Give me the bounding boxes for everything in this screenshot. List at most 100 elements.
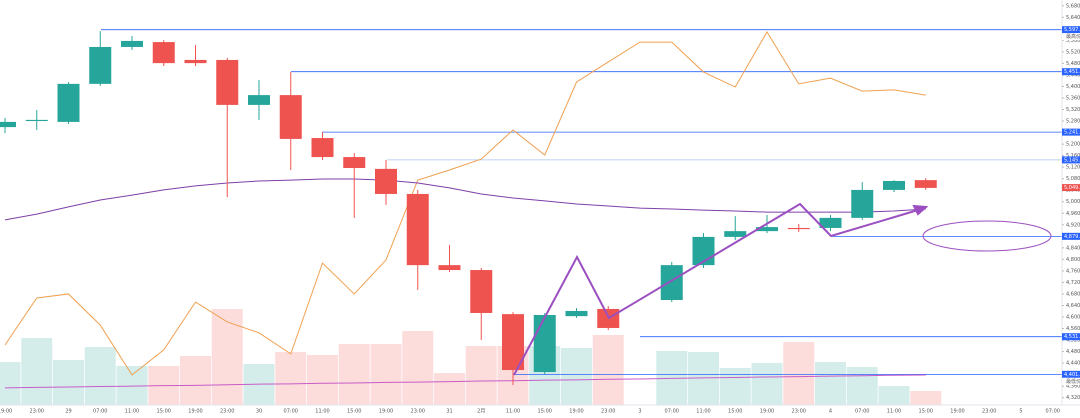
x-tick-label: 11:00 bbox=[315, 409, 329, 415]
candle-body bbox=[57, 83, 80, 122]
lines-layer bbox=[4, 31, 926, 389]
x-tick-label: 23:00 bbox=[792, 409, 806, 415]
candle-body bbox=[470, 270, 493, 313]
volume-bar bbox=[180, 356, 211, 405]
volume-bar bbox=[592, 335, 624, 405]
volume-bar bbox=[561, 348, 592, 405]
candle-body bbox=[502, 314, 524, 371]
price-box bbox=[1062, 68, 1080, 76]
indicator-line bbox=[4, 374, 926, 389]
candle-body bbox=[819, 217, 842, 228]
price-box-label: 4,531.66 bbox=[1064, 334, 1080, 340]
volume-bar bbox=[21, 338, 53, 405]
x-tick-label: 19:00 bbox=[0, 409, 12, 415]
volume-bar bbox=[783, 342, 815, 405]
y-tick-label: 5,520.00 bbox=[1066, 49, 1080, 55]
candle-body bbox=[883, 180, 905, 190]
price-note: 最低价 bbox=[1066, 378, 1080, 385]
x-tick-label: 29 bbox=[65, 409, 71, 415]
volume-bar bbox=[465, 346, 497, 405]
y-tick-label: 4,800.00 bbox=[1066, 257, 1080, 263]
x-tick-label: 23:00 bbox=[220, 409, 234, 415]
last-price-label: 5,049.17 bbox=[1064, 185, 1080, 191]
x-tick-label: 11:00 bbox=[506, 409, 520, 415]
volume-bar bbox=[370, 344, 402, 405]
indicator-line bbox=[4, 178, 926, 221]
x-tick-label: 11:00 bbox=[696, 409, 710, 415]
x-tick-label: 23:00 bbox=[982, 409, 996, 415]
x-tick-label: 19:00 bbox=[188, 409, 202, 415]
candles-layer bbox=[0, 31, 937, 386]
x-tick-label: 19:00 bbox=[569, 409, 583, 415]
y-tick-label: 4,960.00 bbox=[1066, 211, 1080, 217]
x-tick-label: 11:00 bbox=[125, 409, 139, 415]
candle-body bbox=[25, 119, 48, 122]
x-tick-label: 23:00 bbox=[30, 409, 44, 415]
note-box bbox=[1062, 33, 1080, 41]
y-tick-label: 4,720.00 bbox=[1066, 280, 1080, 286]
y-tick-label: 4,680.00 bbox=[1066, 291, 1080, 297]
y-tick-label: 4,840.00 bbox=[1066, 245, 1080, 251]
levels-layer bbox=[101, 29, 1062, 375]
y-tick-label: 5,400.00 bbox=[1066, 84, 1080, 90]
indicator-line bbox=[4, 31, 926, 376]
volume-bar bbox=[910, 391, 942, 405]
price-box-label: 5,241.56 bbox=[1064, 130, 1080, 136]
candle-body bbox=[184, 59, 207, 64]
x-tick-label: 07:00 bbox=[1046, 409, 1060, 415]
volume-bar bbox=[0, 362, 21, 405]
y-tick-label: 5,200.00 bbox=[1066, 142, 1080, 148]
candle-body bbox=[0, 121, 16, 128]
x-tick-label: 07:00 bbox=[855, 409, 869, 415]
y-tick-label: 5,560.00 bbox=[1066, 38, 1080, 44]
x-tick-label: 07:00 bbox=[284, 409, 298, 415]
y-tick-label: 5,080.00 bbox=[1066, 176, 1080, 182]
candle-body bbox=[724, 231, 747, 237]
x-tick-label: 3 bbox=[638, 409, 641, 415]
price-box-label: 4,879.91 bbox=[1064, 234, 1080, 240]
y-tick-label: 4,480.00 bbox=[1066, 349, 1080, 355]
y-tick-label: 5,280.00 bbox=[1066, 119, 1080, 125]
price-box bbox=[1062, 26, 1080, 34]
price-box-label: 4,401.09 bbox=[1064, 372, 1080, 378]
x-tick-label: 15:00 bbox=[538, 409, 552, 415]
price-box-label: 5,451.23 bbox=[1064, 69, 1080, 75]
volume-layer bbox=[0, 309, 942, 405]
x-tick-label: 07:00 bbox=[665, 409, 679, 415]
arrow-head bbox=[912, 204, 929, 216]
volume-bar bbox=[846, 367, 878, 405]
y-tick-label: 5,680.00 bbox=[1066, 3, 1080, 9]
price-box bbox=[1062, 333, 1080, 341]
volume-bar bbox=[878, 386, 910, 405]
candle-body bbox=[406, 193, 429, 266]
y-tick-label: 4,600.00 bbox=[1066, 315, 1080, 321]
note-box bbox=[1062, 377, 1080, 385]
y-tick-label: 4,440.00 bbox=[1066, 361, 1080, 367]
candle-body bbox=[343, 157, 366, 169]
y-tick-label: 5,360.00 bbox=[1066, 95, 1080, 101]
candle-body bbox=[914, 180, 937, 188]
y-tick-label: 5,120.00 bbox=[1066, 165, 1080, 171]
price-box bbox=[1062, 232, 1080, 240]
candle-body bbox=[121, 40, 143, 47]
volume-bar bbox=[719, 368, 751, 405]
volume-bar bbox=[211, 309, 243, 405]
x-tick-label: 5 bbox=[1019, 409, 1022, 415]
candle-body bbox=[756, 227, 778, 232]
price-box-label: 5,597.04 bbox=[1064, 27, 1080, 33]
candle-body bbox=[89, 46, 112, 84]
volume-bar bbox=[275, 352, 307, 405]
candle-body bbox=[533, 314, 556, 373]
candle-body bbox=[787, 227, 810, 230]
candle-body bbox=[660, 265, 683, 301]
volume-bar bbox=[53, 360, 84, 405]
candle-body bbox=[216, 59, 239, 105]
volume-bar bbox=[84, 347, 116, 405]
x-tick-label: 07:00 bbox=[93, 409, 107, 415]
x-tick-label: 19:00 bbox=[379, 409, 393, 415]
y-tick-label: 5,160.00 bbox=[1066, 153, 1080, 159]
candle-body bbox=[311, 138, 334, 158]
price-box bbox=[1062, 128, 1080, 136]
y-tick-label: 4,360.00 bbox=[1066, 384, 1080, 390]
